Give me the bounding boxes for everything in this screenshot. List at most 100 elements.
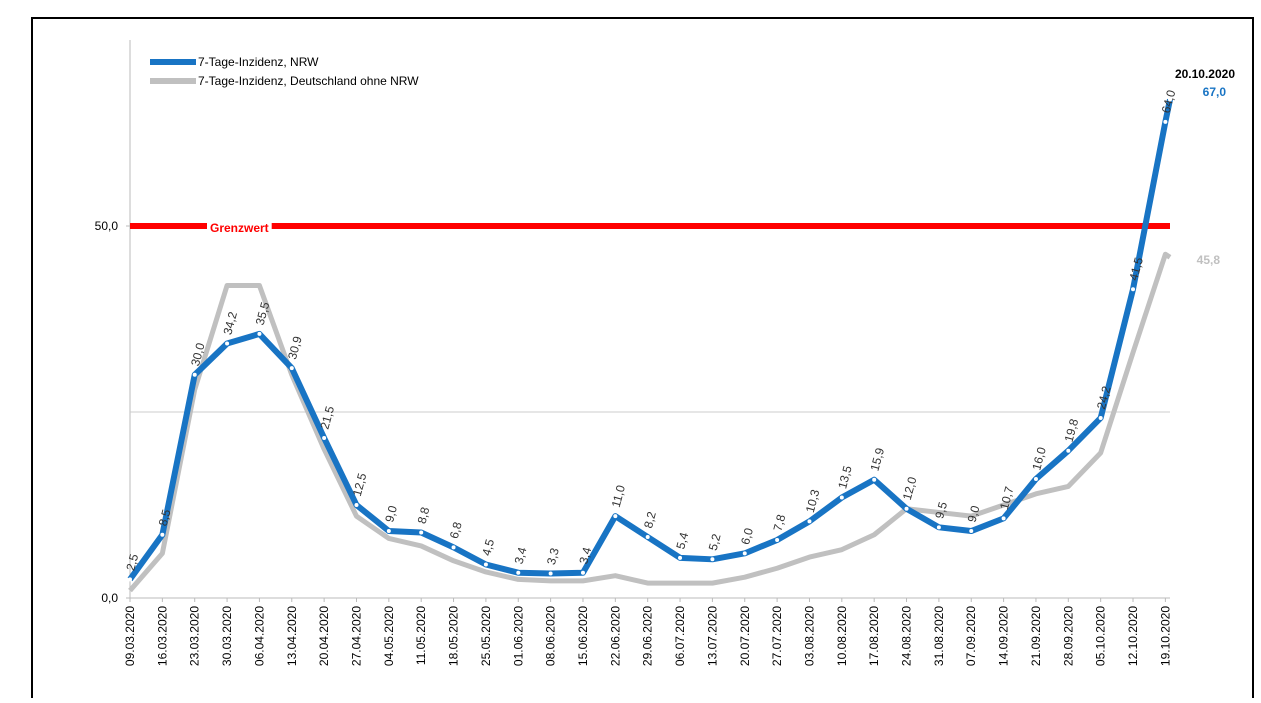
x-tick-label: 14.09.2020 [997,606,1011,666]
value-label: 9,0 [965,504,983,524]
x-tick-label: 24.08.2020 [900,606,914,666]
threshold-label-bg [207,221,272,235]
value-label: 5,4 [673,531,691,551]
value-label: 30,9 [285,334,305,360]
x-tick-label: 05.10.2020 [1094,606,1108,666]
point [742,551,747,556]
x-tick-label: 03.08.2020 [802,606,816,666]
value-label: 2,5 [123,552,141,572]
value-label: 3,4 [576,545,594,565]
x-tick-label: 13.04.2020 [285,606,299,666]
value-label: 12,5 [350,471,370,497]
point [580,570,585,575]
point [1066,448,1071,453]
x-tick-label: 22.06.2020 [608,606,622,666]
value-label: 8,2 [641,510,659,530]
value-label: 64,0 [1159,88,1179,114]
x-tick-label: 07.09.2020 [964,606,978,666]
value-label: 6,8 [447,520,465,540]
point [710,557,715,562]
point [1163,119,1168,124]
point [128,577,132,582]
point [775,537,780,542]
x-tick-label: 19.10.2020 [1158,606,1172,666]
point [322,436,327,441]
y-tick-label: 0,0 [101,591,118,605]
value-label: 8,5 [156,507,174,527]
x-tick-label: 04.05.2020 [382,606,396,666]
x-tick-label: 28.09.2020 [1061,606,1075,666]
x-tick-label: 27.04.2020 [349,606,363,666]
point [904,506,909,511]
x-tick-label: 01.06.2020 [511,606,525,666]
point [451,545,456,550]
x-tick-label: 27.07.2020 [770,606,784,666]
point [645,534,650,539]
x-tick-label: 11.05.2020 [414,606,428,665]
point [386,529,391,534]
threshold-label: Grenzwert [210,221,269,235]
point [1168,97,1172,102]
point [936,525,941,530]
frame [31,17,1254,703]
point [419,530,424,535]
x-tick-label: 10.08.2020 [835,606,849,666]
x-tick-label: 13.07.2020 [705,606,719,666]
value-label: 21,5 [318,404,338,430]
point [678,555,683,560]
value-label: 7,8 [770,513,788,533]
value-label: 34,2 [220,310,240,336]
series-line [127,98,1173,582]
point [257,331,262,336]
point [839,495,844,500]
value-label: 11,0 [609,483,628,509]
x-tick-label: 30.03.2020 [220,606,234,666]
x-tick-label: 12.10.2020 [1126,606,1140,666]
value-label: 41,5 [1126,256,1146,282]
legend-label: 7-Tage-Inzidenz, NRW [198,55,319,69]
x-tick-label: 06.04.2020 [252,606,266,666]
value-label: 5,2 [706,532,724,552]
x-tick-label: 16.03.2020 [155,606,169,666]
value-label: 9,0 [382,504,400,524]
value-label: 12,0 [900,475,920,501]
value-label: 8,8 [415,505,433,525]
value-label: 3,3 [544,546,562,566]
end-value-label: 45,8 [1197,253,1221,267]
x-tick-label: 29.06.2020 [641,606,655,666]
value-label: 24,2 [1094,384,1114,410]
point [613,514,618,519]
point [1131,287,1136,292]
x-tick-label: 06.07.2020 [673,606,687,666]
value-label: 13,5 [835,464,855,490]
value-label: 16,0 [1029,445,1049,471]
x-tick-label: 23.03.2020 [188,606,202,666]
x-tick-label: 15.06.2020 [576,606,590,666]
value-label: 19,8 [1062,417,1082,443]
x-tick-label: 31.08.2020 [932,606,946,666]
value-label: 9,5 [932,500,950,520]
x-tick-label: 09.03.2020 [123,606,137,666]
point [516,570,521,575]
value-label: 3,4 [512,545,530,565]
end-value-label: 67,0 [1203,85,1227,99]
value-label: 10,7 [997,485,1017,511]
x-tick-label: 18.05.2020 [447,606,461,666]
x-tick-label: 21.09.2020 [1029,606,1043,666]
point [354,503,359,507]
x-tick-label: 17.08.2020 [867,606,881,666]
x-tick-label: 20.07.2020 [738,606,752,666]
x-tick-label: 08.06.2020 [544,606,558,666]
point [969,529,974,534]
value-label: 10,3 [803,488,823,514]
value-label: 35,5 [253,300,273,326]
point [1098,415,1103,420]
x-tick-label: 25.05.2020 [479,606,493,666]
value-label: 30,0 [188,341,208,367]
point [1001,516,1006,521]
point [1033,476,1038,481]
point [160,532,165,537]
point [807,519,812,524]
value-label: 6,0 [738,526,756,546]
